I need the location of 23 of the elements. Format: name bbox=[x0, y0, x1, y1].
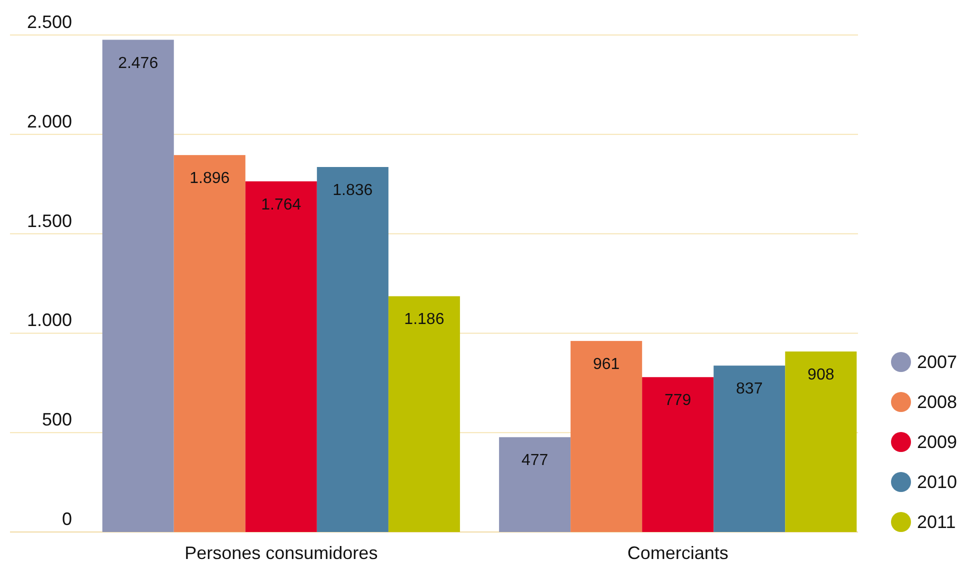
data-label: 1.836 bbox=[332, 182, 373, 200]
y-tick-label: 1.000 bbox=[26, 310, 72, 330]
legend-label: 2008 bbox=[917, 392, 958, 412]
data-label: 1.186 bbox=[404, 311, 444, 328]
legend-label: 2010 bbox=[917, 472, 958, 492]
legend-label: 2007 bbox=[917, 352, 958, 372]
data-label: 477 bbox=[521, 452, 548, 470]
data-label: 1.896 bbox=[190, 170, 230, 188]
y-tick-label: 1.500 bbox=[26, 210, 72, 231]
data-label: 837 bbox=[736, 380, 763, 398]
legend-label: 2009 bbox=[917, 432, 958, 452]
data-label: 961 bbox=[592, 356, 620, 373]
data-label: 908 bbox=[808, 366, 834, 384]
data-label: 2.476 bbox=[118, 54, 158, 72]
data-label: 779 bbox=[664, 392, 692, 410]
y-tick-label: 2.000 bbox=[26, 111, 72, 132]
x-tick-label: Persones consumidores bbox=[184, 543, 378, 563]
y-tick-label: 2.500 bbox=[26, 12, 72, 32]
data-label: 1.764 bbox=[261, 196, 302, 214]
x-tick-label: Comerciants bbox=[627, 543, 728, 563]
y-tick-label: 500 bbox=[42, 410, 72, 430]
legend-label: 2011 bbox=[917, 512, 956, 532]
y-tick-label: 0 bbox=[62, 509, 72, 529]
